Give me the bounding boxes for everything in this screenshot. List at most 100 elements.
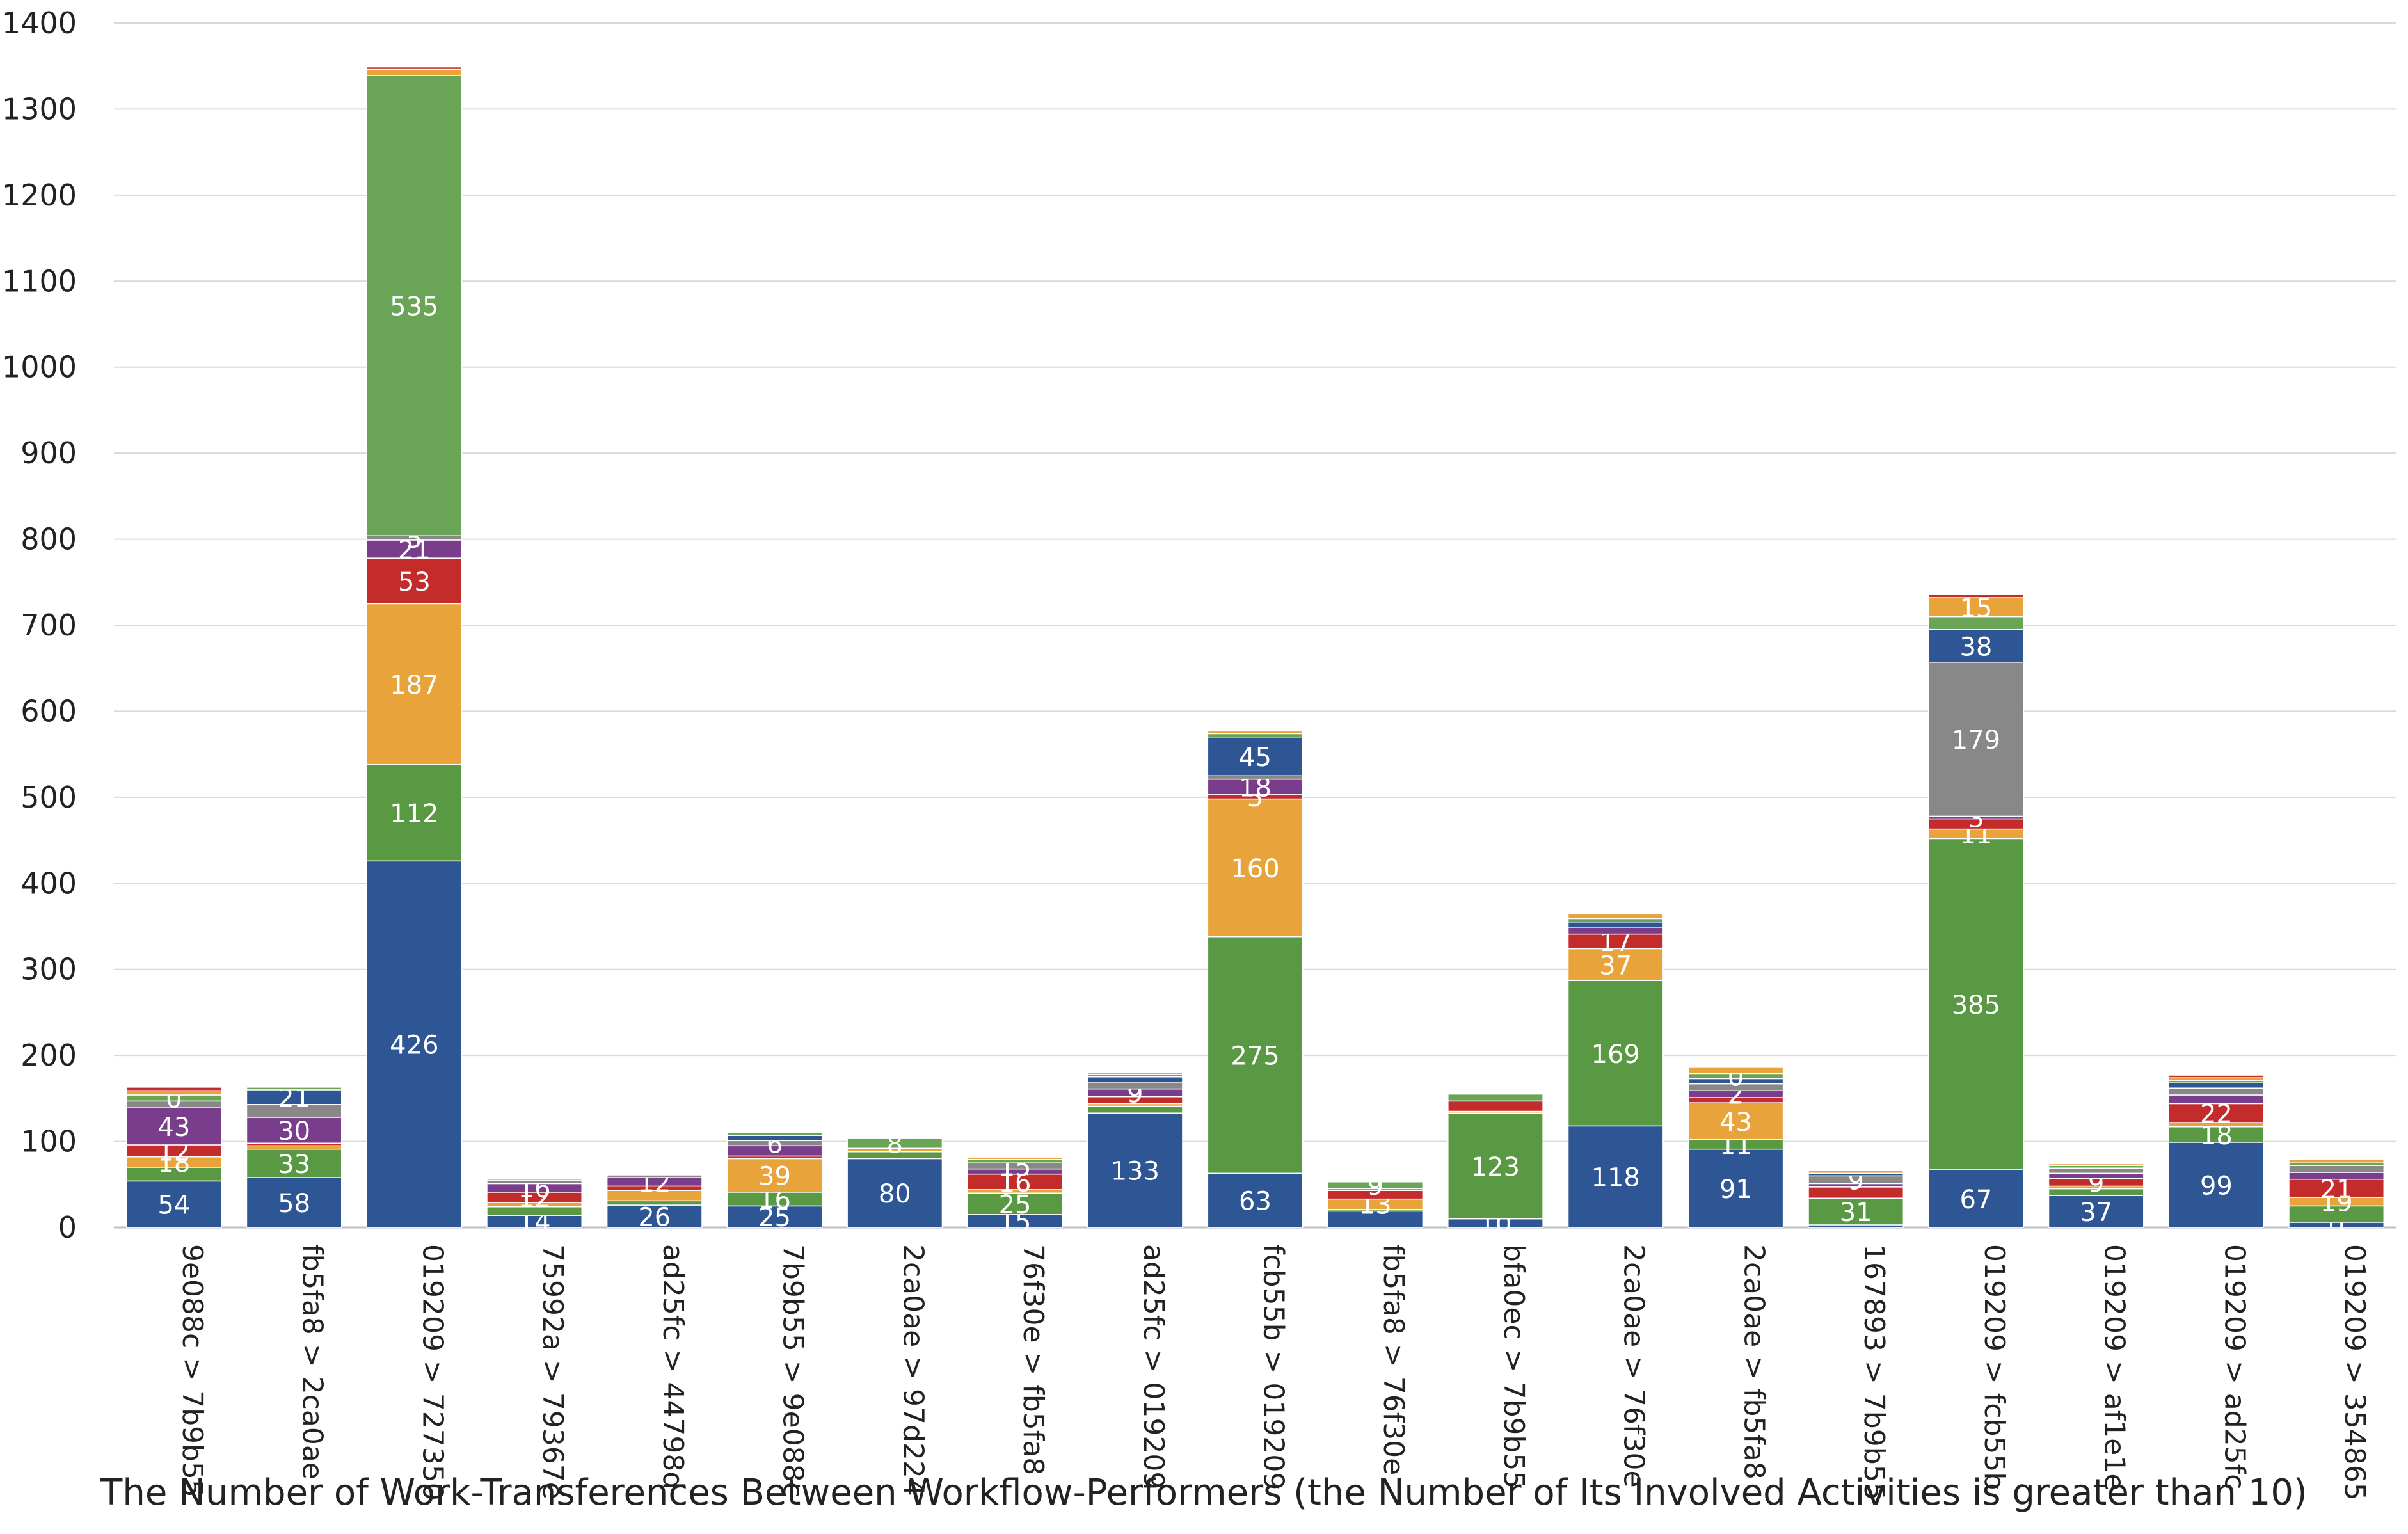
bar-segment	[1928, 628, 2024, 663]
y-tick-label: 900	[20, 436, 77, 470]
bar-segment	[366, 66, 463, 70]
data-label: 118	[1591, 1163, 1640, 1193]
data-label: 25	[758, 1203, 791, 1233]
data-label: 53	[398, 568, 431, 597]
data-label: 169	[1591, 1040, 1640, 1069]
data-label: 9	[1367, 1172, 1383, 1201]
bar-segment	[246, 1087, 342, 1091]
x-tick-label: 019209 > fcb55b	[1978, 1244, 2011, 1490]
x-tick-label: 167893 > 7b9b55	[1858, 1244, 1890, 1501]
bar-segment	[1928, 662, 2024, 817]
data-label: 30	[278, 1117, 310, 1146]
y-tick-label: 1100	[2, 264, 77, 298]
data-label: 535	[390, 292, 438, 322]
y-tick-label: 1400	[2, 6, 77, 40]
bar-segment	[366, 557, 463, 605]
data-label: 39	[758, 1162, 791, 1192]
bar-segment	[2168, 1087, 2265, 1096]
data-label: 80	[879, 1179, 911, 1209]
data-label: 37	[1599, 951, 1632, 980]
bar-segment	[2168, 1082, 2265, 1089]
y-tick-label: 500	[20, 780, 77, 815]
x-tick-label: 019209 > 727350	[416, 1244, 449, 1501]
bar-segment	[2288, 1178, 2385, 1198]
data-label: 67	[1959, 1185, 1992, 1215]
bar-segment	[1687, 1067, 1784, 1075]
bar-segment	[2288, 1172, 2385, 1180]
data-label: 43	[157, 1113, 190, 1142]
x-axis-title: The Number of Work-Transferences Between…	[100, 1472, 2308, 1514]
data-label: 12	[638, 1169, 671, 1198]
bar-segment	[2048, 1195, 2144, 1228]
bar-segment	[1567, 1125, 1664, 1228]
x-tick-label: fcb55b > 019209	[1257, 1244, 1290, 1490]
bar-segment	[1087, 1072, 1183, 1075]
data-label: 38	[1959, 632, 1992, 662]
bar-segment	[1928, 597, 2024, 618]
data-label: 43	[1719, 1108, 1752, 1137]
data-label: 25	[999, 1190, 1032, 1220]
y-tick-label: 100	[20, 1124, 77, 1159]
data-label: 33	[278, 1150, 310, 1179]
data-label: 133	[1111, 1157, 1160, 1186]
bar-segment	[967, 1159, 1063, 1163]
bar-segment	[1207, 1172, 1304, 1228]
bar-segment	[2168, 1094, 2265, 1105]
data-label: 22	[2200, 1099, 2233, 1129]
data-label: 21	[398, 536, 431, 565]
bar-segment	[1207, 775, 1304, 780]
bar-segment	[125, 1180, 222, 1228]
bar-segment	[1567, 922, 1664, 928]
bar-segment	[2168, 1126, 2265, 1143]
bar-segment	[2168, 1142, 2265, 1228]
bar-segment	[1928, 838, 2024, 1170]
y-tick-label: 600	[20, 694, 77, 728]
bar-segment	[1567, 918, 1664, 923]
bar-segment	[2048, 1172, 2144, 1179]
bar-segment	[486, 1179, 582, 1185]
x-tick-label: ad25fc > 44798d	[657, 1244, 689, 1489]
y-tick-label: 300	[20, 952, 77, 987]
bar-segment	[1928, 1169, 2024, 1228]
x-tick-label: 019209 > ad25fc	[2218, 1244, 2251, 1489]
bar-segment	[1567, 980, 1664, 1127]
bar-segment	[125, 1087, 222, 1092]
data-label: 91	[1719, 1175, 1752, 1204]
bar-segment	[2048, 1163, 2144, 1166]
data-label: 37	[2080, 1198, 2112, 1227]
bar-segment	[726, 1132, 823, 1136]
bar-segment	[1808, 1170, 1904, 1174]
bar-segment	[2168, 1075, 2265, 1078]
data-label: 54	[157, 1191, 190, 1220]
data-label: 179	[1952, 726, 2000, 755]
bar-segment	[2168, 1103, 2265, 1123]
x-tick-label: 75992a > 79367e	[536, 1244, 569, 1499]
bar-segment	[366, 539, 463, 559]
bar-segment	[246, 1117, 342, 1144]
y-tick-label: 800	[20, 522, 77, 557]
bar-segment	[125, 1107, 222, 1146]
bar-segment	[1327, 1181, 1424, 1190]
data-label: 112	[390, 799, 438, 829]
data-label: 58	[278, 1189, 310, 1218]
bar-segment	[967, 1192, 1063, 1215]
x-tick-label: 2ca0ae > 97d224	[897, 1244, 929, 1496]
bar-segment	[1207, 730, 1304, 735]
bar-segment	[606, 1174, 703, 1178]
bar-segment	[1928, 593, 2024, 598]
bar-segment	[246, 1148, 342, 1178]
data-label: 123	[1471, 1153, 1520, 1182]
bar-segment	[1567, 927, 1664, 935]
bar-segment	[1207, 733, 1304, 738]
y-tick-label: 1300	[2, 92, 77, 126]
y-tick-label: 1000	[2, 350, 77, 385]
bar-segment	[726, 1158, 823, 1193]
bar-segment	[2288, 1159, 2385, 1163]
bar-segment	[366, 860, 463, 1228]
bar-segment	[1447, 1093, 1543, 1102]
bar-segment	[1087, 1082, 1183, 1090]
bar-segment	[2288, 1165, 2385, 1173]
y-tick-label: 1200	[2, 178, 77, 212]
x-tick-label: 7b9b55 > 9e088c	[777, 1244, 809, 1498]
